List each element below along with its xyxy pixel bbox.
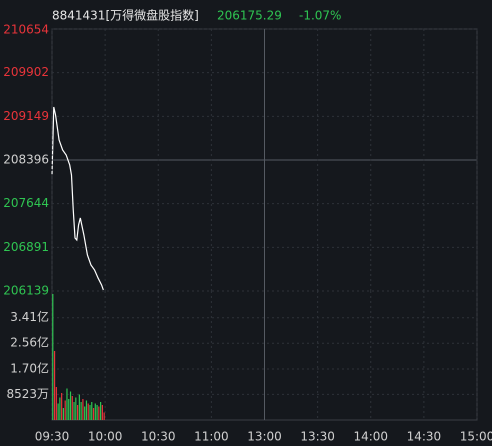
index-change: -1.07% (299, 9, 341, 23)
y-tick-label: 1.70亿 (10, 361, 49, 376)
x-tick-label: 13:00 (247, 430, 282, 444)
x-tick-label: 10:00 (88, 430, 123, 444)
x-tick-label: 11:00 (194, 430, 229, 444)
price-line (51, 106, 104, 291)
volume-bar (101, 405, 103, 420)
volume-bar (68, 399, 70, 420)
volume-bar (73, 402, 75, 420)
y-tick-label: 3.41亿 (10, 309, 49, 324)
index-price: 206175.29 (217, 9, 282, 23)
y-tick-label: 2.56亿 (10, 335, 49, 350)
volume-bar (84, 406, 86, 420)
y-tick-label: 208396 (3, 153, 49, 167)
volume-bar (75, 397, 77, 420)
volume-bar (71, 396, 73, 420)
volume-bar (61, 393, 63, 420)
x-tick-label: 14:00 (353, 430, 388, 444)
volume-bar (64, 400, 66, 420)
x-tick-label: 15:00 (460, 430, 492, 444)
volume-bar (100, 402, 102, 420)
volume-bar (87, 403, 89, 420)
volume-bar (76, 405, 79, 420)
volume-bar (52, 294, 54, 420)
index-name: 8841431[万得微盘股指数] (52, 8, 199, 23)
volume-bar (91, 402, 93, 420)
volume-bar (59, 397, 61, 420)
volume-bar (57, 403, 59, 420)
volume-bar (80, 402, 82, 420)
x-tick-label: 13:30 (300, 430, 335, 444)
y-tick-label: 209149 (3, 109, 49, 123)
y-tick-label: 209902 (3, 65, 49, 79)
y-tick-label: 210654 (3, 23, 49, 37)
volume-bar (96, 405, 98, 420)
volume-bar (66, 388, 68, 420)
volume-bar (103, 412, 105, 420)
volume-bar (89, 405, 91, 420)
y-tick-label: 8523万 (6, 387, 49, 401)
volume-bar (82, 399, 84, 420)
volume-bar (94, 403, 96, 420)
y-tick-label: 206891 (3, 240, 49, 254)
y-tick-label: 206139 (3, 284, 49, 298)
x-tick-label: 14:30 (407, 430, 442, 444)
x-tick-label: 09:30 (35, 430, 70, 444)
volume-bar (78, 394, 80, 420)
volume-bar (62, 408, 65, 420)
volume-bar (85, 400, 88, 420)
volume-bar (55, 387, 57, 420)
volume-bar (98, 406, 100, 420)
x-tick-label: 10:30 (141, 430, 176, 444)
volume-bar (53, 351, 56, 420)
volume-bar (92, 408, 95, 420)
y-tick-label: 207644 (3, 196, 49, 210)
volume-bar (69, 391, 72, 420)
